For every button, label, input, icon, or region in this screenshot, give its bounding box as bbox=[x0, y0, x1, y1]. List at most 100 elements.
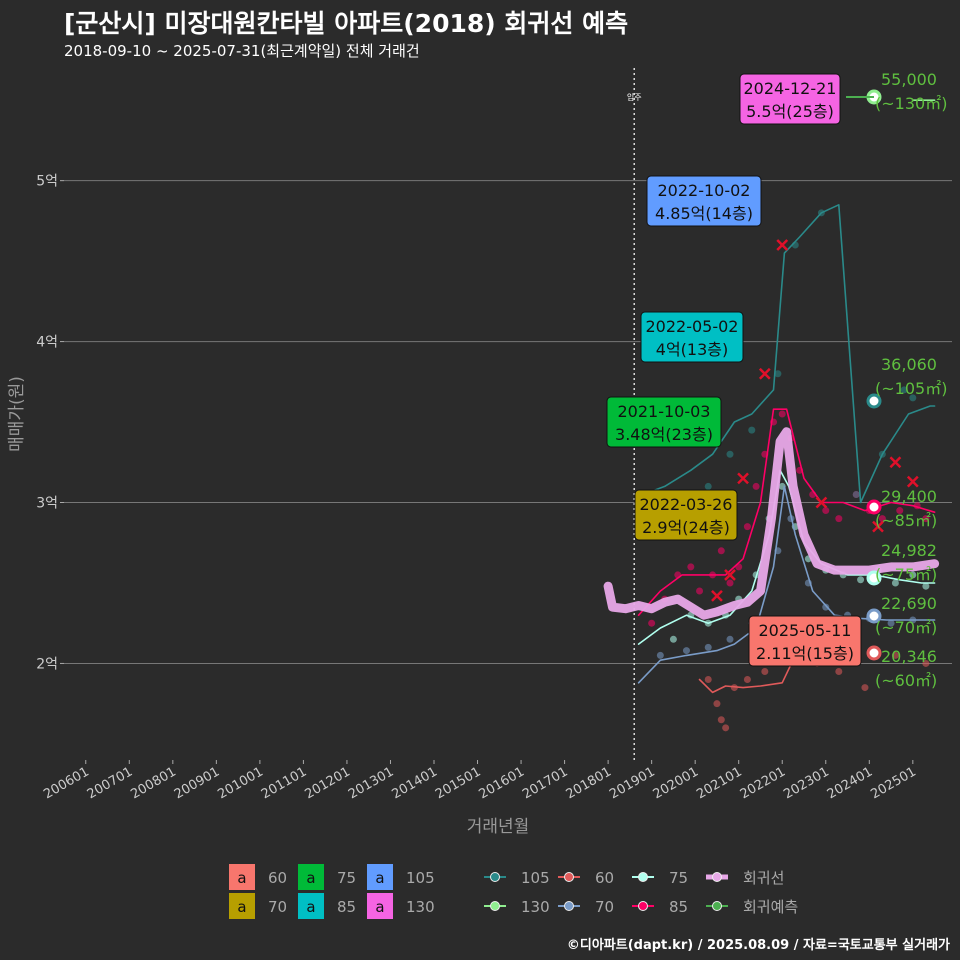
legend-box-a70 bbox=[229, 893, 255, 919]
end-label-area: (~105㎡) bbox=[875, 379, 947, 398]
scatter-point bbox=[726, 635, 734, 643]
legend-dot bbox=[712, 901, 722, 911]
x-tick-label: 201801 bbox=[564, 764, 614, 802]
end-dot-s85 bbox=[866, 499, 882, 515]
callout-price: 4.85억(14층) bbox=[655, 204, 753, 223]
scatter-point bbox=[696, 587, 704, 595]
x-tick-label: 202401 bbox=[825, 764, 875, 802]
x-marker bbox=[776, 239, 789, 251]
scatter-point bbox=[722, 724, 730, 732]
callout-layer: 2024-12-215.5억(25층)2022-10-024.85억(14층)2… bbox=[606, 73, 862, 667]
legend-line-label: 130 bbox=[521, 898, 550, 916]
grid-layer bbox=[64, 180, 952, 664]
x-tick-label: 201101 bbox=[259, 764, 309, 802]
x-tick-label: 201201 bbox=[302, 764, 352, 802]
scatter-point bbox=[891, 651, 899, 659]
y-tick-label: 4억 bbox=[36, 335, 58, 351]
scatter-point bbox=[682, 647, 690, 655]
series-line-s60 bbox=[698, 654, 797, 694]
legend-box-glyph: a bbox=[237, 869, 246, 887]
callout-box bbox=[646, 175, 762, 227]
x-tick-label: 202201 bbox=[738, 764, 788, 802]
scatter-point bbox=[857, 576, 865, 584]
x-tick-label: 202301 bbox=[781, 764, 831, 802]
legend-box-a85 bbox=[298, 893, 324, 919]
chart-subtitle: 2018-09-10 ~ 2025-07-31(최근계약일) 전체 거래건 bbox=[64, 42, 420, 60]
callout: 2025-05-11 2.11억(15층) bbox=[748, 615, 862, 667]
scatter-point bbox=[687, 563, 695, 571]
chart-title: [군산시] 미장대원칸타빌 아파트(2018) 회귀선 예측 bbox=[64, 9, 629, 38]
end-label-value: 24,982 bbox=[881, 541, 937, 560]
scatter-point bbox=[726, 450, 734, 458]
x-marker bbox=[711, 589, 723, 602]
x-tick-label: 201301 bbox=[346, 764, 396, 802]
end-label-value: 20,346 bbox=[881, 647, 937, 666]
x-marker bbox=[815, 496, 828, 509]
series-line-s105 bbox=[637, 204, 936, 504]
scatter-point bbox=[743, 676, 751, 684]
footer-credit: ©디아파트(dapt.kr) / 2025.08.09 / 자료=국토교통부 실… bbox=[566, 938, 950, 953]
legend-dot bbox=[638, 872, 648, 882]
scatter-point bbox=[822, 507, 830, 515]
x-marker-layer bbox=[711, 239, 919, 602]
scatter-point bbox=[835, 667, 843, 675]
scatter-point bbox=[669, 635, 677, 643]
callout-box bbox=[606, 396, 722, 448]
scatter-point bbox=[752, 482, 760, 490]
scatter-point bbox=[922, 515, 930, 523]
callout-price: 5.5억(25층) bbox=[746, 102, 834, 121]
legend-line-label: 75 bbox=[669, 869, 688, 887]
scatter-point bbox=[704, 482, 712, 490]
legend-line-label: 60 bbox=[595, 869, 614, 887]
x-marker bbox=[737, 472, 749, 485]
legend-box-label: 75 bbox=[337, 869, 356, 887]
scatter-point bbox=[822, 603, 830, 611]
legend-line-label: 회귀선 bbox=[743, 869, 784, 887]
scatter-point bbox=[778, 410, 786, 418]
callout: 2022-03-26 2.9억(24층) bbox=[634, 489, 738, 541]
x-axis-title: 거래년월 bbox=[467, 817, 530, 837]
scatter-point bbox=[704, 676, 712, 684]
end-dot-s70 bbox=[866, 608, 882, 624]
scatter-point bbox=[835, 515, 843, 523]
x-tick-label: 201701 bbox=[520, 764, 570, 802]
legend-line-label: 회귀예측 bbox=[743, 898, 798, 916]
callout-price: 2.9억(24층) bbox=[642, 518, 730, 537]
legend-box-a130 bbox=[367, 893, 393, 919]
x-tick-label: 201401 bbox=[390, 764, 440, 802]
x-tick-label: 201001 bbox=[215, 764, 265, 802]
move-in-label: 입주 bbox=[627, 93, 642, 102]
scatter-point bbox=[887, 619, 895, 627]
end-label-area: (~130㎡) bbox=[875, 94, 947, 113]
scatter-point bbox=[922, 659, 930, 667]
scatter-point bbox=[743, 523, 751, 531]
legend-dot bbox=[490, 901, 500, 911]
scatter-point bbox=[900, 386, 908, 394]
x-marker bbox=[872, 520, 884, 533]
callout-date: 2021-10-03 bbox=[618, 402, 711, 421]
scatter-point bbox=[761, 667, 769, 675]
x-marker bbox=[889, 456, 902, 469]
end-label-area: (~85㎡) bbox=[875, 511, 937, 530]
scatter-point bbox=[896, 507, 904, 515]
scatter-point bbox=[713, 700, 721, 708]
callout-price: 4억(13층) bbox=[656, 340, 728, 359]
callout-price: 2.11억(15층) bbox=[756, 644, 854, 663]
legend-box-glyph: a bbox=[306, 869, 315, 887]
callout-date: 2022-03-26 bbox=[640, 495, 733, 514]
callout-date: 2024-12-21 bbox=[744, 79, 837, 98]
y-axis-title: 매매가(원) bbox=[7, 376, 27, 452]
end-label-area: (~60㎡) bbox=[875, 671, 937, 690]
scatter-point bbox=[726, 579, 734, 587]
end-label-value: 22,690 bbox=[881, 594, 937, 613]
end-label-area: (~75㎡) bbox=[875, 565, 937, 584]
x-tick-label: 200801 bbox=[128, 764, 178, 802]
scatter-point bbox=[717, 716, 725, 724]
x-marker bbox=[906, 475, 919, 488]
series-line-reg bbox=[603, 427, 940, 620]
x-tick-label: 200701 bbox=[85, 764, 135, 802]
end-label-layer: 55,000 (~130㎡) 36,060 (~105㎡) 29,400 (~85㎡) 24… bbox=[846, 70, 947, 690]
x-tick-label: 202501 bbox=[868, 764, 918, 802]
scatter-point bbox=[717, 547, 725, 555]
y-tick-label: 2억 bbox=[36, 656, 58, 672]
